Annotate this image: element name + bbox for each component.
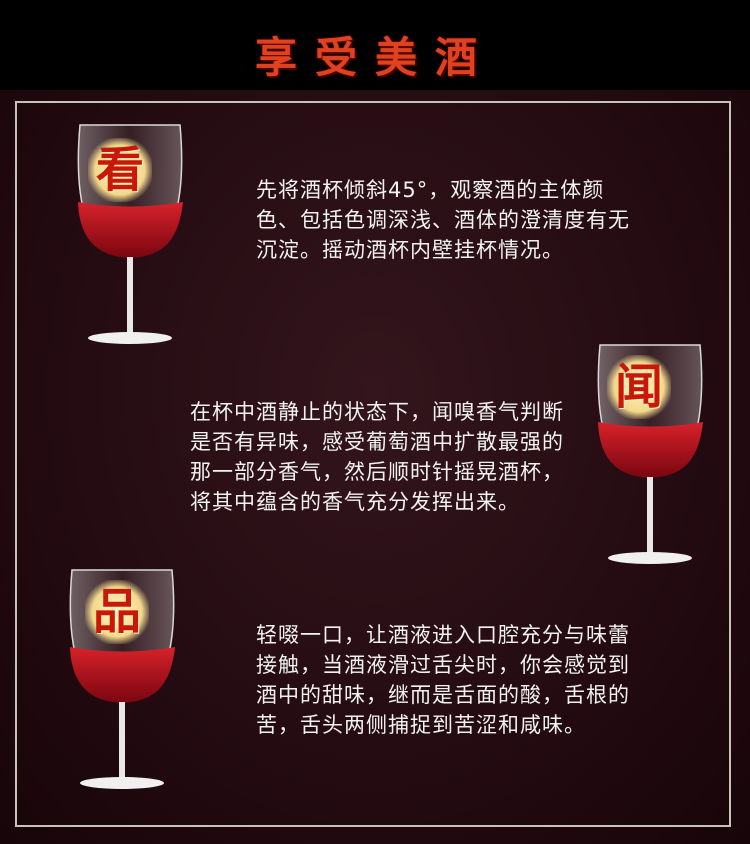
- step-text-taste: 轻啜一口，让酒液进入口腔充分与味蕾接触，当酒液滑过舌尖时，你会感觉到酒中的甜味，…: [256, 623, 630, 737]
- step-char-look: 看: [88, 138, 152, 202]
- step-char-taste: 品: [85, 580, 149, 644]
- step-text-look: 先将酒杯倾斜45°，观察酒的主体颜色、包括色调深浅、酒体的澄清度有无沉淀。摇动酒…: [256, 178, 630, 262]
- page-title: 享受美酒: [254, 33, 495, 82]
- header-bar: 享受美酒: [0, 0, 750, 90]
- content-frame: [15, 101, 731, 827]
- step-char-smell: 闻: [607, 355, 671, 419]
- step-text-smell: 在杯中酒静止的状态下，闻嗅香气判断是否有异味，感受葡萄酒中扩散最强的那一部分香气…: [190, 400, 564, 514]
